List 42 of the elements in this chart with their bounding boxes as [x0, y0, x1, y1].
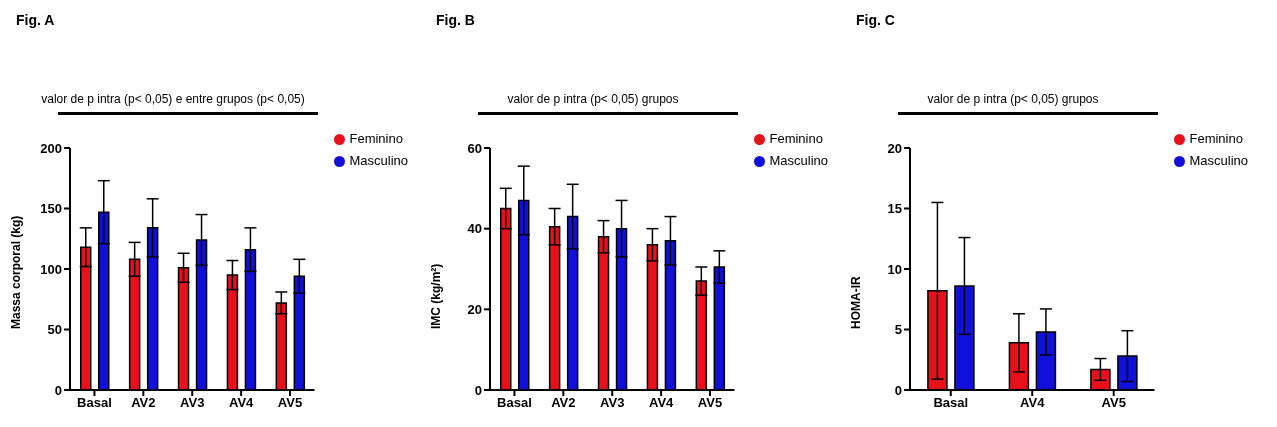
x-tick-label: AV5	[697, 395, 723, 411]
y-tick-label: 60	[467, 140, 482, 156]
chart-title: Fig. A	[16, 12, 55, 28]
legend-label: Feminino	[1189, 131, 1243, 146]
x-tick-label: AV2	[551, 395, 576, 411]
y-axis-title: IMC (kg/m²)	[429, 263, 444, 329]
x-tick-label: AV5	[1101, 395, 1126, 411]
y-tick-label: 5	[894, 322, 902, 338]
chart-title: Fig. B	[436, 12, 475, 28]
text: valor de p intra (p< 0,05) grupos	[926, 92, 1100, 106]
x-tick-label: AV3	[180, 395, 205, 411]
y-tick-label: 0	[894, 382, 902, 398]
x-tick-label: AV4	[1020, 395, 1046, 411]
y-tick-label: 10	[887, 261, 902, 277]
y-tick-label: 50	[47, 322, 62, 338]
legend-label: Feminino	[349, 131, 403, 146]
y-tick-label: 40	[467, 221, 482, 237]
text: valor de p intra (p< 0,05) e entre grupos (p< 0,05)	[40, 92, 306, 106]
legend-label: Feminino	[769, 131, 823, 146]
y-tick-label: 100	[40, 261, 62, 277]
x-tick-label: AV4	[648, 395, 675, 411]
y-tick-label: 200	[40, 140, 62, 156]
legend-label: Masculino	[769, 153, 828, 168]
x-tick-label: AV4	[228, 395, 255, 411]
y-tick-label: 20	[887, 140, 902, 156]
y-tick-label: 15	[887, 201, 902, 217]
y-tick-label: 150	[40, 201, 62, 217]
legend-label: Masculino	[349, 153, 408, 168]
x-tick-label: Basal	[77, 395, 112, 411]
y-axis-title: HOMA-IR	[849, 276, 864, 329]
y-tick-label: 0	[474, 382, 482, 398]
x-tick-label: AV3	[600, 395, 625, 411]
x-tick-label: AV2	[131, 395, 156, 411]
legend-label: Masculino	[1189, 153, 1248, 168]
x-tick-label: AV5	[277, 395, 303, 411]
y-tick-label: 0	[54, 382, 62, 398]
text: valor de p intra (p< 0,05) grupos	[506, 92, 680, 106]
y-axis-title: Massa corporal (kg)	[9, 215, 24, 329]
y-tick-label: 20	[467, 301, 482, 317]
chart-title: Fig. C	[856, 12, 895, 28]
x-tick-label: Basal	[497, 395, 532, 411]
x-tick-label: Basal	[933, 395, 969, 411]
